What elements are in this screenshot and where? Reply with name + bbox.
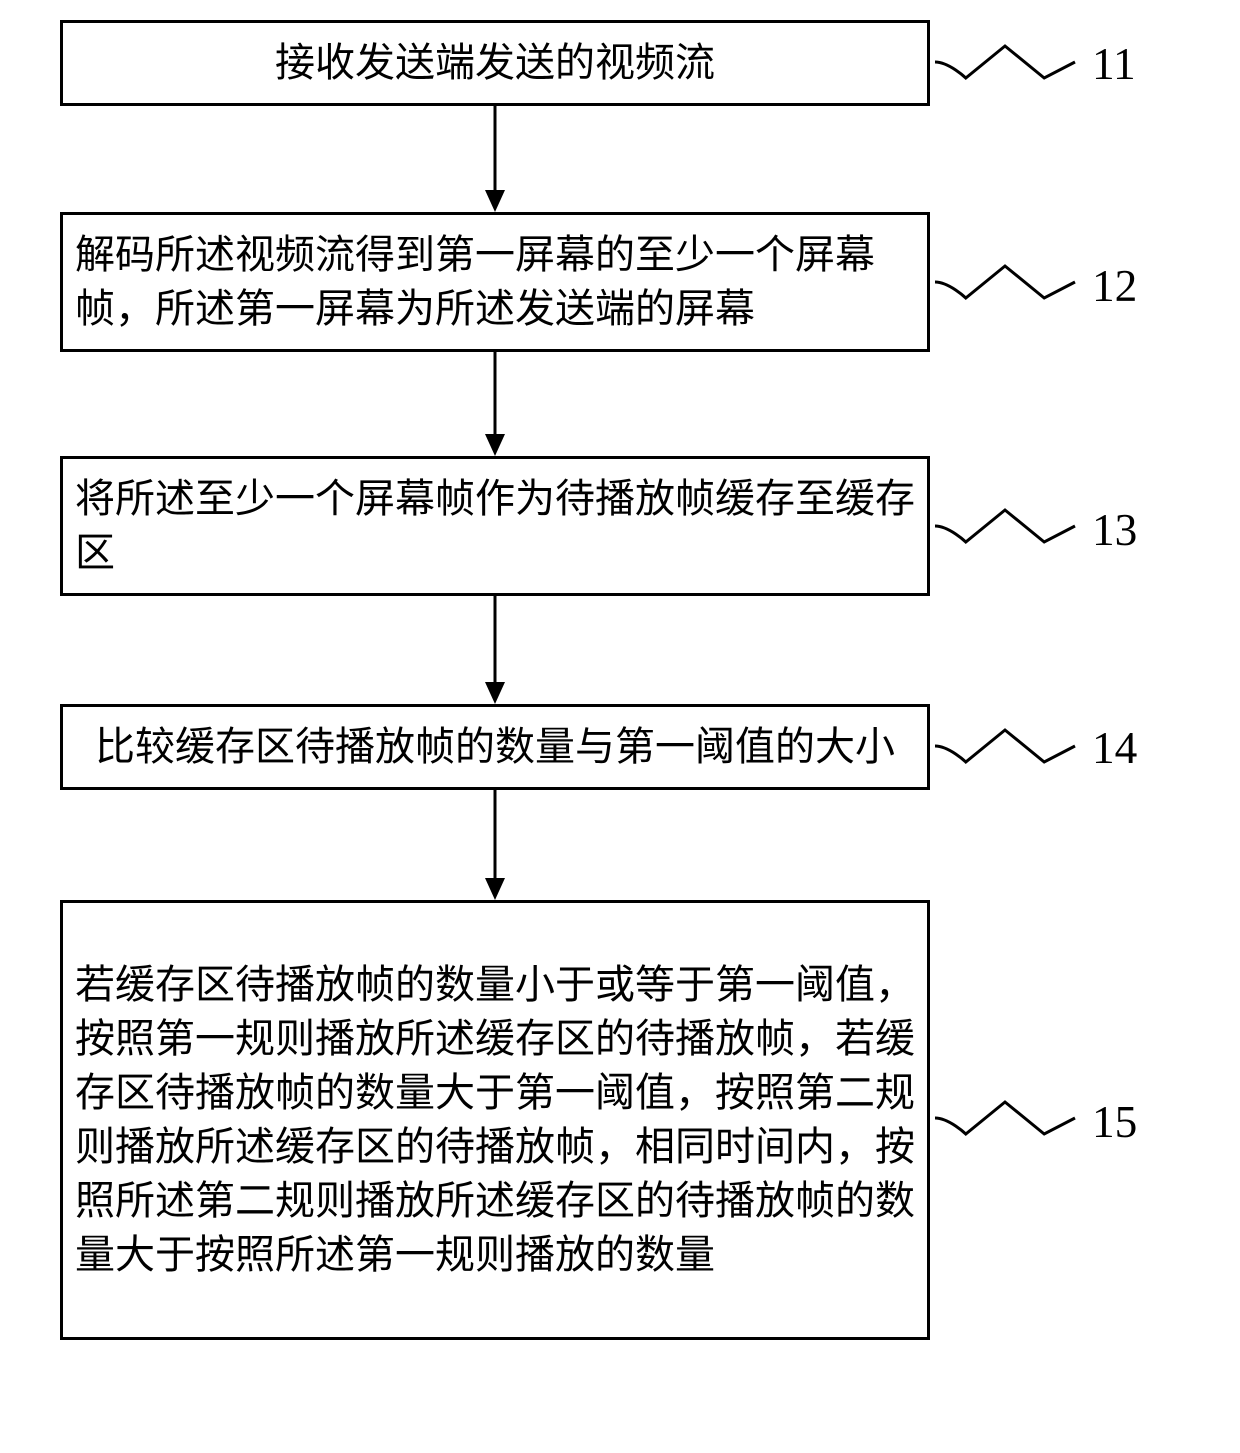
connector-layer [0,0,1240,1453]
